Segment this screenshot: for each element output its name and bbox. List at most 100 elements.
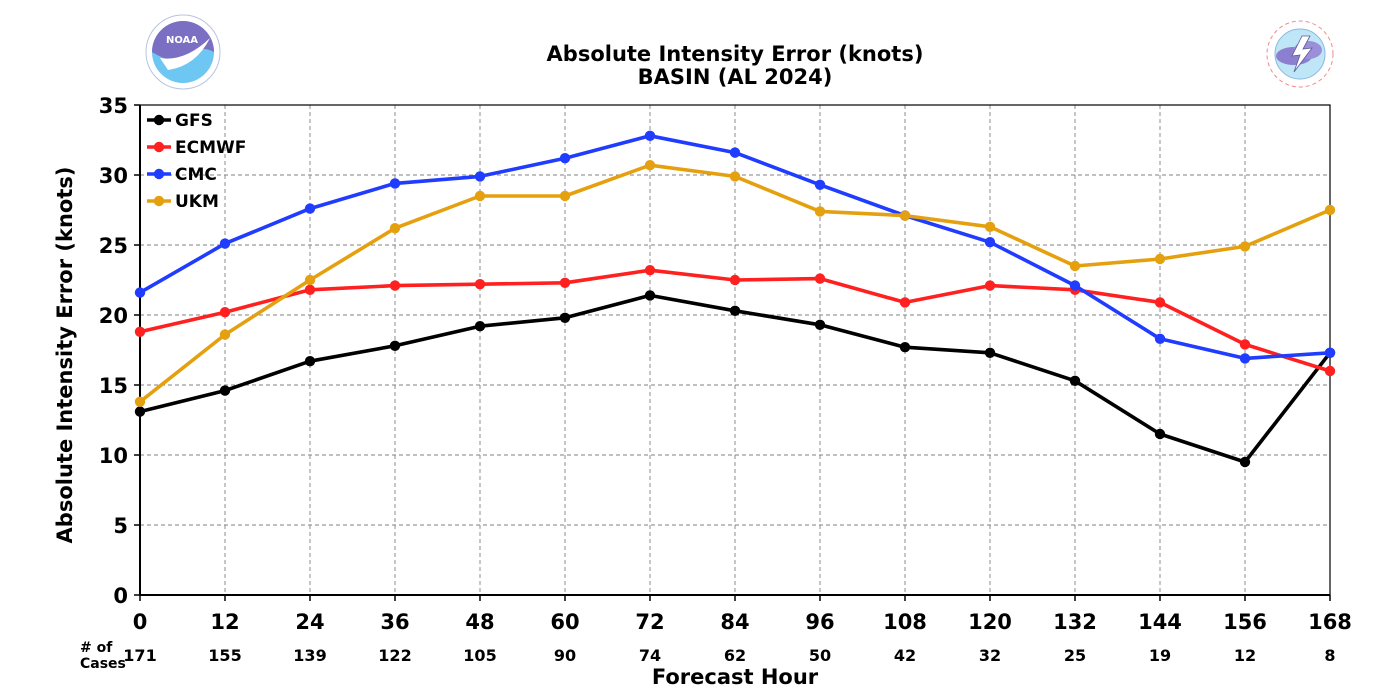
x-tick-label: 48 — [465, 610, 494, 634]
data-point-gfs — [474, 321, 486, 332]
x-tick-label: 96 — [805, 610, 834, 634]
data-point-gfs — [219, 385, 231, 396]
data-point-ukm — [1239, 241, 1251, 252]
data-point-cmc — [1239, 353, 1251, 364]
data-point-ecmwf — [1154, 297, 1166, 308]
data-point-gfs — [304, 356, 316, 367]
data-point-cmc — [814, 179, 826, 190]
y-axis-title: Absolute Intensity Error (knots) — [53, 167, 77, 544]
noaa-logo-icon: NOAA — [145, 14, 221, 90]
y-tick-label: 15 — [99, 374, 128, 398]
y-tick-label: 5 — [113, 514, 128, 538]
data-point-gfs — [559, 312, 571, 323]
y-tick-label: 35 — [99, 94, 128, 118]
data-point-ecmwf — [814, 273, 826, 284]
data-point-ukm — [304, 274, 316, 286]
legend-marker-cmc — [153, 168, 165, 180]
data-point-ecmwf — [899, 297, 911, 308]
data-point-ecmwf — [644, 265, 656, 276]
x-tick-label: 84 — [720, 610, 749, 634]
x-tick-label: 0 — [133, 610, 148, 634]
data-point-ecmwf — [134, 326, 146, 337]
data-point-gfs — [899, 342, 911, 353]
data-point-cmc — [1154, 333, 1166, 344]
data-point-ukm — [474, 190, 486, 202]
data-point-gfs — [729, 305, 741, 316]
data-point-cmc — [389, 178, 401, 189]
data-point-ukm — [814, 206, 826, 217]
nws-logo-icon — [1263, 17, 1337, 91]
case-count-label: 139 — [293, 646, 326, 665]
case-count-label: 122 — [378, 646, 411, 665]
case-count-label: 50 — [809, 646, 831, 665]
data-point-ecmwf — [304, 284, 316, 295]
y-tick-label: 0 — [113, 584, 128, 608]
data-point-cmc — [559, 153, 571, 164]
y-tick-label: 20 — [99, 304, 128, 328]
legend-marker-ukm — [153, 195, 165, 207]
x-tick-label: 36 — [380, 610, 409, 634]
legend-marker-gfs — [153, 114, 165, 126]
data-point-ecmwf — [729, 274, 741, 286]
data-point-gfs — [134, 406, 146, 417]
x-tick-label: 120 — [968, 610, 1012, 634]
data-point-ukm — [1324, 204, 1336, 216]
case-count-label: 19 — [1149, 646, 1171, 665]
data-point-cmc — [1069, 280, 1081, 291]
data-point-gfs — [984, 347, 996, 358]
data-point-ukm — [644, 160, 656, 171]
x-tick-label: 60 — [550, 610, 579, 634]
data-point-cmc — [304, 203, 316, 214]
case-count-label: 74 — [639, 646, 661, 665]
case-count-label: 42 — [894, 646, 916, 665]
case-count-label: 8 — [1324, 646, 1335, 665]
data-point-cmc — [134, 287, 146, 298]
x-axis-title: Forecast Hour — [652, 665, 819, 689]
case-count-label: 32 — [979, 646, 1001, 665]
data-point-ukm — [729, 171, 741, 182]
cases-header-line2: Cases — [80, 656, 126, 672]
y-tick-label: 10 — [99, 444, 128, 468]
data-point-ukm — [134, 396, 146, 407]
data-point-ecmwf — [1239, 339, 1251, 350]
data-point-ukm — [984, 221, 996, 232]
case-count-label: 25 — [1064, 646, 1086, 665]
legend-label-cmc: CMC — [175, 165, 217, 185]
legend-marker-ecmwf — [153, 141, 165, 153]
x-tick-label: 24 — [295, 610, 324, 634]
y-tick-label: 30 — [99, 164, 128, 188]
data-point-ecmwf — [219, 307, 231, 318]
data-point-ecmwf — [474, 279, 486, 290]
data-point-cmc — [729, 147, 741, 158]
chart-title: Absolute Intensity Error (knots) — [547, 42, 924, 66]
case-count-label: 12 — [1234, 646, 1256, 665]
data-point-ukm — [559, 190, 571, 202]
data-point-ecmwf — [559, 277, 571, 288]
data-point-cmc — [984, 237, 996, 248]
data-point-gfs — [1239, 456, 1251, 468]
x-tick-label: 144 — [1138, 610, 1182, 634]
x-tick-label: 156 — [1223, 610, 1267, 634]
data-point-ecmwf — [389, 280, 401, 291]
data-point-cmc — [644, 130, 656, 141]
legend: GFS ECMWF CMC UKM — [147, 111, 246, 212]
chart-subtitle: BASIN (AL 2024) — [638, 65, 833, 89]
data-point-gfs — [389, 340, 401, 351]
data-point-gfs — [814, 319, 826, 330]
legend-label-ukm: UKM — [175, 192, 219, 212]
case-count-label: 90 — [554, 646, 576, 665]
data-point-ecmwf — [984, 280, 996, 291]
plot-area: 0 5 10 15 20 25 30 35 0 171 12 155 24 139 36 122 48 105 60… — [53, 94, 1352, 689]
case-count-label: 105 — [463, 646, 496, 665]
x-tick-label: 132 — [1053, 610, 1097, 634]
case-count-label: 171 — [123, 646, 156, 665]
data-point-cmc — [474, 171, 486, 182]
x-tick-label: 168 — [1308, 610, 1352, 634]
cases-header-line1: # of — [80, 640, 113, 656]
data-point-ukm — [1154, 253, 1166, 265]
legend-label-ecmwf: ECMWF — [175, 138, 246, 158]
x-tick-label: 72 — [635, 610, 664, 634]
data-point-ukm — [1069, 260, 1081, 272]
data-point-ukm — [219, 329, 231, 340]
